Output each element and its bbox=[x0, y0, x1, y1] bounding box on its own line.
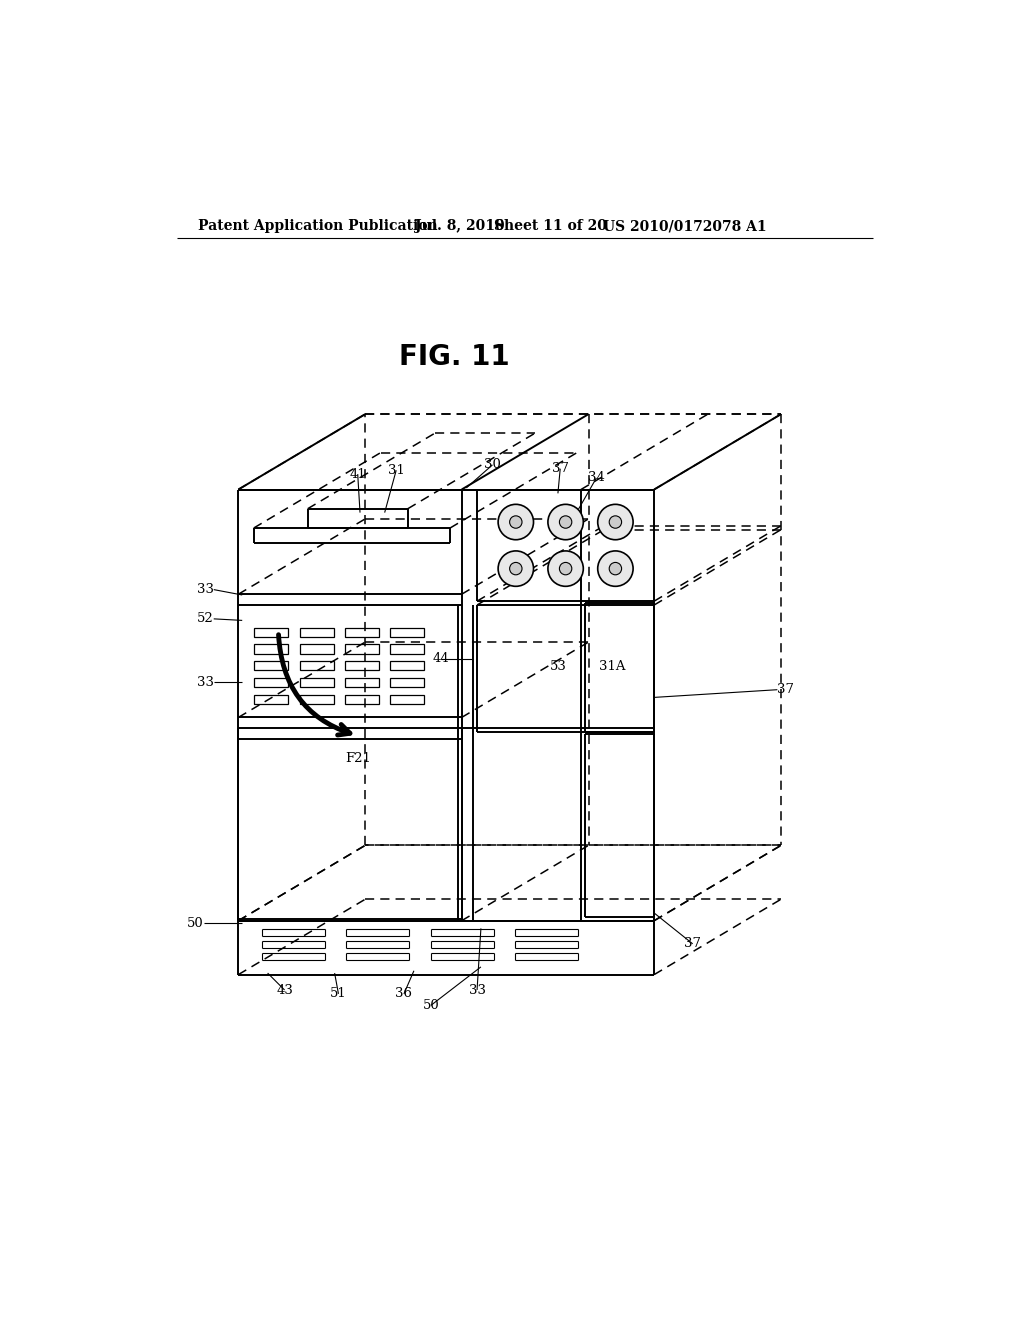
Bar bbox=[390, 678, 425, 688]
Text: FIG. 11: FIG. 11 bbox=[398, 343, 509, 371]
FancyArrowPatch shape bbox=[279, 635, 350, 735]
Circle shape bbox=[548, 550, 584, 586]
Text: 34: 34 bbox=[588, 471, 605, 484]
Bar bbox=[390, 661, 425, 671]
Bar bbox=[254, 627, 289, 636]
Text: 31: 31 bbox=[388, 463, 404, 477]
Bar bbox=[345, 627, 379, 636]
Circle shape bbox=[598, 504, 633, 540]
Circle shape bbox=[609, 562, 622, 574]
Bar bbox=[300, 678, 334, 688]
Text: 41: 41 bbox=[349, 467, 367, 480]
Bar bbox=[300, 644, 334, 653]
Bar bbox=[390, 644, 425, 653]
Circle shape bbox=[598, 550, 633, 586]
Circle shape bbox=[510, 516, 522, 528]
Bar bbox=[300, 694, 334, 704]
Circle shape bbox=[559, 562, 571, 574]
Text: 36: 36 bbox=[395, 987, 413, 1001]
Bar bbox=[254, 678, 289, 688]
Circle shape bbox=[548, 504, 584, 540]
Bar bbox=[390, 627, 425, 636]
Text: 30: 30 bbox=[484, 458, 501, 471]
Text: 37: 37 bbox=[552, 462, 568, 475]
Text: 37: 37 bbox=[777, 684, 795, 696]
Bar bbox=[254, 661, 289, 671]
Circle shape bbox=[609, 516, 622, 528]
Text: Jul. 8, 2010: Jul. 8, 2010 bbox=[416, 219, 505, 234]
Text: Sheet 11 of 20: Sheet 11 of 20 bbox=[494, 219, 607, 234]
Bar bbox=[300, 661, 334, 671]
Bar bbox=[345, 661, 379, 671]
Text: Patent Application Publication: Patent Application Publication bbox=[199, 219, 438, 234]
Text: 31A: 31A bbox=[599, 660, 625, 673]
Circle shape bbox=[559, 516, 571, 528]
Text: 50: 50 bbox=[187, 916, 204, 929]
Bar bbox=[390, 694, 425, 704]
Circle shape bbox=[498, 550, 534, 586]
Text: 43: 43 bbox=[276, 983, 293, 997]
Text: 37: 37 bbox=[684, 937, 701, 950]
Bar bbox=[345, 644, 379, 653]
Bar bbox=[345, 694, 379, 704]
Text: F21: F21 bbox=[345, 752, 371, 766]
Bar bbox=[345, 678, 379, 688]
Text: 52: 52 bbox=[197, 612, 214, 626]
Text: 53: 53 bbox=[550, 660, 566, 673]
Bar bbox=[300, 627, 334, 636]
Circle shape bbox=[498, 504, 534, 540]
Text: 33: 33 bbox=[469, 983, 485, 997]
Text: 50: 50 bbox=[423, 999, 439, 1012]
Text: 33: 33 bbox=[197, 676, 214, 689]
Bar bbox=[254, 694, 289, 704]
Text: 33: 33 bbox=[197, 583, 214, 597]
Text: 51: 51 bbox=[330, 987, 347, 1001]
Circle shape bbox=[510, 562, 522, 574]
Text: 44: 44 bbox=[432, 652, 450, 665]
Text: US 2010/0172078 A1: US 2010/0172078 A1 bbox=[603, 219, 767, 234]
Bar bbox=[254, 644, 289, 653]
